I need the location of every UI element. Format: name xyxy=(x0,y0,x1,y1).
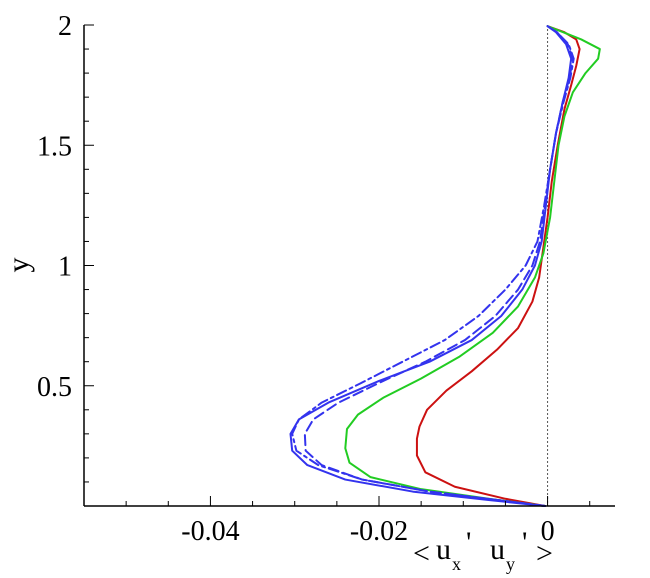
series-line-5 xyxy=(291,25,575,507)
x-tick-label: -0.02 xyxy=(350,516,408,547)
series-line-4 xyxy=(303,25,574,507)
x-tick-label: -0.04 xyxy=(181,516,239,547)
series-line-1 xyxy=(415,25,581,507)
y-tick-label: 1.5 xyxy=(37,131,72,162)
x-tick-label: 0 xyxy=(541,516,555,547)
series-line-2 xyxy=(344,25,601,507)
x-axis-title-open: < xyxy=(413,537,430,570)
x-axis-title-u2: u xyxy=(490,533,505,566)
series-layer xyxy=(289,25,601,507)
y-tick-label: 0.5 xyxy=(37,372,72,403)
x-axis-title-prime1: ' xyxy=(466,526,471,559)
x-axis-title-u1: u xyxy=(436,533,451,566)
x-axis-title-close: > xyxy=(536,537,553,570)
axes-layer xyxy=(83,24,615,507)
x-axis-title-sub-x: x xyxy=(452,554,461,574)
x-axis-title-prime2: ' xyxy=(522,526,527,559)
y-axis-title: y xyxy=(2,258,35,273)
series-line-3 xyxy=(289,25,573,507)
y-tick-label: 1 xyxy=(58,252,72,283)
x-axis-title-sub-y: y xyxy=(506,554,515,574)
y-tick-label: 2 xyxy=(58,11,72,42)
tick-label-layer: 0.5 1 1.5 2 -0.04 -0.02 0 xyxy=(37,11,555,547)
x-axis-title: < u x ' u y ' > xyxy=(413,526,553,574)
